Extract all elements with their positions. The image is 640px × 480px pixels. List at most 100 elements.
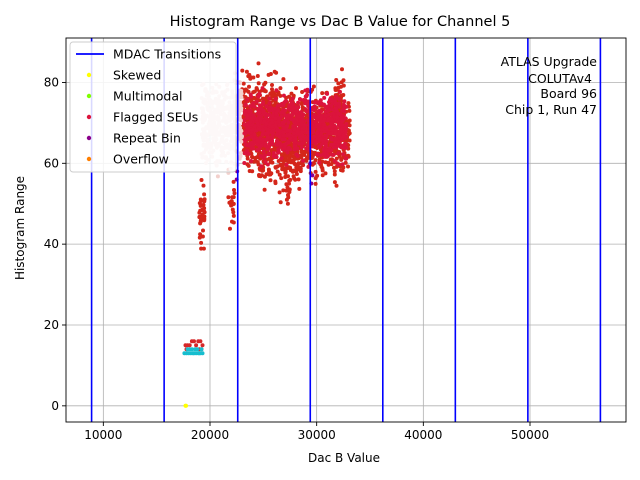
data-point: [268, 178, 273, 183]
data-point: [251, 90, 256, 95]
data-point: [332, 159, 337, 163]
data-point: [294, 172, 299, 176]
data-point: [201, 183, 206, 188]
data-point: [255, 147, 260, 152]
data-point: [232, 188, 236, 192]
data-point: [336, 162, 341, 167]
data-point: [215, 174, 220, 179]
data-point: [248, 104, 253, 109]
data-point: [258, 127, 263, 132]
legend-dot-swatch: [86, 135, 92, 141]
data-point: [326, 162, 331, 167]
data-point: [298, 169, 303, 174]
data-point: [230, 202, 235, 207]
data-point: [281, 188, 286, 193]
data-point: [278, 162, 283, 167]
data-point: [314, 117, 319, 122]
data-point: [332, 172, 337, 177]
data-point: [250, 127, 255, 132]
data-point: [266, 72, 271, 77]
data-point: [302, 139, 307, 144]
data-point: [198, 232, 203, 237]
data-point: [332, 169, 337, 174]
data-point: [280, 137, 285, 142]
data-point: [258, 106, 263, 111]
data-point: [320, 113, 324, 118]
data-point: [322, 95, 327, 100]
data-point: [297, 186, 302, 191]
data-point: [243, 87, 248, 92]
data-point: [258, 118, 263, 123]
data-point: [229, 199, 234, 204]
data-point: [245, 156, 250, 161]
data-point: [316, 109, 321, 114]
data-point: [277, 190, 282, 195]
data-point: [324, 133, 329, 138]
data-point: [313, 158, 318, 163]
data-point: [333, 139, 338, 144]
legend-label: MDAC Transitions: [113, 47, 221, 62]
data-point: [283, 169, 288, 174]
data-point: [318, 98, 323, 103]
data-point: [270, 135, 275, 140]
legend-item: Overflow: [86, 152, 169, 167]
legend-frame: [69, 41, 237, 173]
data-point: [274, 132, 279, 137]
data-point: [273, 123, 278, 127]
data-point: [327, 131, 332, 136]
data-point: [278, 144, 283, 149]
data-point: [200, 198, 204, 203]
data-point: [323, 154, 327, 159]
data-point: [255, 74, 260, 78]
data-point: [301, 126, 306, 131]
data-point: [273, 97, 278, 101]
data-point: [281, 93, 286, 98]
data-point: [247, 143, 252, 148]
y-tick-label: 60: [44, 156, 59, 170]
data-point: [271, 154, 276, 159]
data-point: [280, 121, 285, 126]
data-point: [245, 136, 250, 141]
data-point: [257, 145, 262, 150]
data-point: [347, 138, 352, 143]
data-point: [201, 228, 205, 233]
data-point: [246, 163, 251, 168]
data-point: [262, 174, 267, 179]
data-point: [197, 235, 202, 240]
data-point: [329, 117, 334, 122]
data-point: [323, 171, 328, 176]
data-point: [260, 96, 265, 101]
data-point: [278, 200, 283, 205]
data-point: [255, 87, 260, 92]
data-point: [291, 131, 296, 136]
data-point: [338, 127, 343, 132]
x-tick-label: 30000: [298, 428, 336, 442]
data-point: [300, 105, 305, 110]
data-point: [301, 158, 306, 163]
data-point: [189, 347, 194, 352]
data-point: [299, 110, 304, 115]
data-point: [251, 146, 256, 151]
data-point: [256, 61, 261, 66]
legend-item: Repeat Bin: [86, 131, 181, 146]
data-point: [313, 139, 318, 144]
data-point: [333, 130, 338, 135]
data-point: [269, 91, 273, 96]
data-point: [335, 114, 339, 119]
data-point: [270, 120, 275, 125]
data-point: [292, 157, 297, 161]
data-point: [305, 130, 310, 135]
data-point: [262, 187, 267, 192]
data-point: [340, 119, 345, 124]
data-point: [341, 165, 346, 170]
data-point: [290, 169, 295, 174]
data-point: [289, 117, 294, 122]
legend-dot-swatch: [86, 72, 92, 78]
data-point: [274, 155, 279, 159]
data-point: [341, 107, 346, 112]
data-point: [347, 123, 352, 128]
data-point: [249, 94, 254, 99]
data-point: [292, 138, 297, 143]
data-point: [290, 96, 295, 101]
